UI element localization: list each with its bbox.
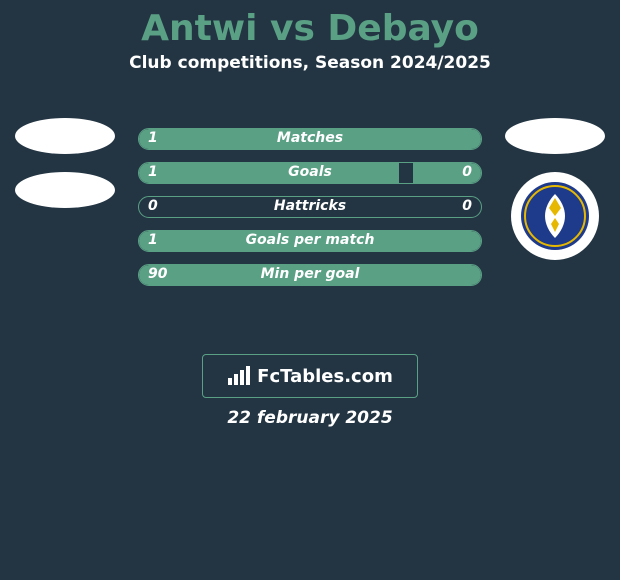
stat-row: 0Hattricks0: [138, 196, 482, 218]
club-emblem-placeholder: [15, 118, 115, 154]
leeds-crest-icon: [519, 180, 591, 252]
right-player-emblems: [500, 118, 610, 260]
stat-label: Hattricks: [138, 198, 482, 214]
left-player-emblems: [10, 118, 120, 226]
stat-label: Min per goal: [138, 266, 482, 282]
stat-row: 1Matches: [138, 128, 482, 150]
chart-icon: [227, 366, 251, 386]
stat-value-right: 0: [462, 198, 472, 214]
stat-label: Matches: [138, 130, 482, 146]
watermark-text: FcTables.com: [257, 366, 393, 387]
stat-label: Goals: [138, 164, 482, 180]
club-emblem-placeholder: [505, 118, 605, 154]
subtitle: Club competitions, Season 2024/2025: [0, 53, 620, 73]
stats-panel: 1Matches1Goals00Hattricks01Goals per mat…: [138, 128, 482, 298]
page-title: Antwi vs Debayo: [0, 0, 620, 49]
watermark-box: FcTables.com: [202, 354, 418, 398]
stat-row: 90Min per goal: [138, 264, 482, 286]
club-crest: [511, 172, 599, 260]
stat-row: 1Goals per match: [138, 230, 482, 252]
stat-row: 1Goals0: [138, 162, 482, 184]
club-emblem-placeholder: [15, 172, 115, 208]
stat-value-right: 0: [462, 164, 472, 180]
date-label: 22 february 2025: [0, 408, 620, 428]
stat-label: Goals per match: [138, 232, 482, 248]
